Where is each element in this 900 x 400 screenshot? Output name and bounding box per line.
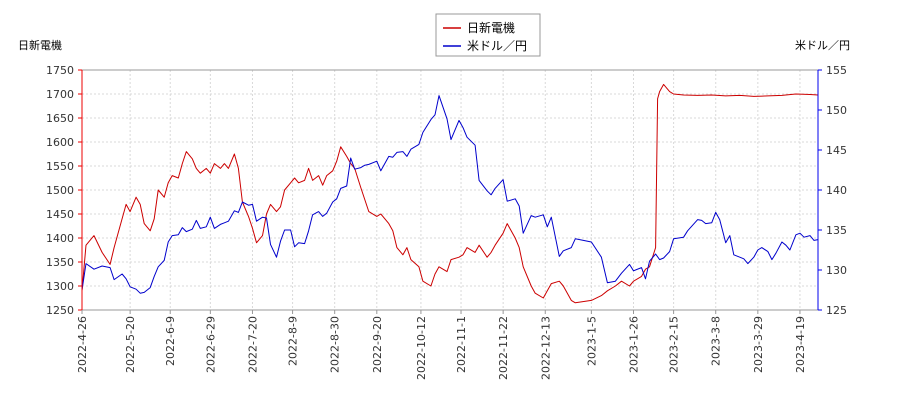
legend: 日新電機 米ドル／円: [435, 13, 541, 57]
right-tick-label: 140: [826, 184, 847, 197]
x-tick-label: 2022-11-22: [497, 316, 510, 380]
left-tick-label: 1750: [46, 64, 74, 77]
left-tick-label: 1300: [46, 280, 74, 293]
right-tick-label: 145: [826, 144, 847, 157]
right-tick-label: 125: [826, 304, 847, 317]
right-tick-label: 150: [826, 104, 847, 117]
x-tick-label: 2022-5-20: [124, 316, 137, 373]
left-tick-label: 1250: [46, 304, 74, 317]
x-tick-label: 2023-3-29: [752, 316, 765, 373]
left-axis-title: 日新電機: [18, 38, 62, 52]
right-tick-label: 155: [826, 64, 847, 77]
x-tick-label: 2023-1-5: [585, 316, 598, 366]
right-tick-label: 135: [826, 224, 847, 237]
x-tick-label: 2022-8-9: [287, 316, 300, 366]
left-tick-label: 1550: [46, 160, 74, 173]
x-tick-label: 2022-11-1: [455, 316, 468, 373]
x-tick-label: 2023-1-26: [627, 316, 640, 373]
x-tick-label: 2023-2-15: [668, 316, 681, 373]
legend-label-nisshin: 日新電機: [467, 20, 515, 35]
legend-label-usdjpy: 米ドル／円: [467, 39, 527, 53]
x-tick-label: 2022-10-12: [415, 316, 428, 380]
x-tick-label: 2022-7-20: [246, 316, 259, 373]
left-tick-label: 1350: [46, 256, 74, 269]
axes: 1250 1300 1350 1400 1450 1500 1550 1600 1650 1700…: [46, 64, 847, 380]
right-tick-label: 130: [826, 264, 847, 277]
left-tick-label: 1400: [46, 232, 74, 245]
left-tick-label: 1500: [46, 184, 74, 197]
right-axis-title: 米ドル／円: [795, 39, 850, 52]
x-tick-label: 2022-4-26: [76, 316, 89, 373]
left-tick-label: 1700: [46, 88, 74, 101]
series-line-nisshin: [81, 83, 819, 304]
legend-box: [435, 13, 541, 57]
left-tick-label: 1650: [46, 112, 74, 125]
x-tick-label: 2022-9-20: [371, 316, 384, 373]
series-group: [81, 83, 819, 304]
x-tick-label: 2022-12-13: [539, 316, 552, 380]
x-tick-label: 2022-8-30: [329, 316, 342, 373]
x-tick-label: 2023-4-19: [794, 316, 807, 373]
x-tick-label: 2022-6-29: [204, 316, 217, 373]
left-tick-label: 1450: [46, 208, 74, 221]
x-tick-label: 2023-3-8: [710, 316, 723, 366]
x-tick-label: 2022-6-9: [164, 316, 177, 366]
left-tick-label: 1600: [46, 136, 74, 149]
series-line-usdjpy: [81, 95, 819, 294]
